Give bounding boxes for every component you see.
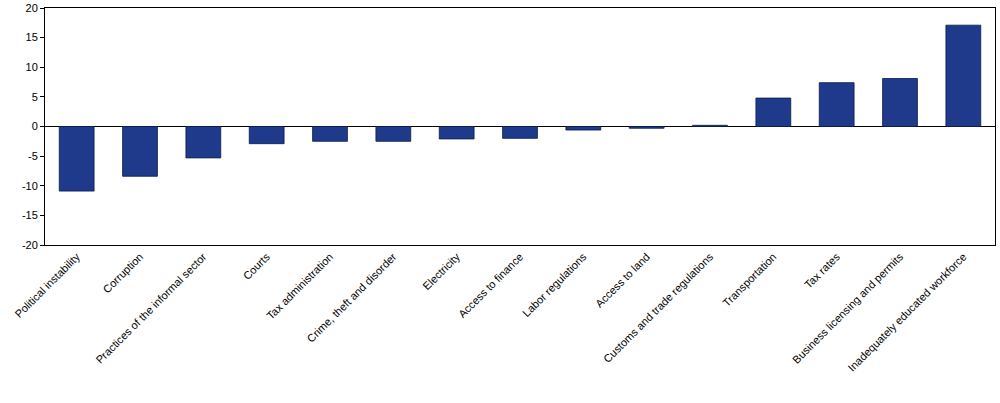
svg-text:Tax administration: Tax administration bbox=[264, 251, 335, 322]
svg-text:Inadequately educated workforc: Inadequately educated workforce bbox=[846, 251, 969, 374]
svg-text:-5: -5 bbox=[28, 150, 38, 162]
svg-text:Courts: Courts bbox=[241, 250, 273, 282]
svg-text:-20: -20 bbox=[22, 239, 38, 251]
svg-text:Business licensing and permits: Business licensing and permits bbox=[790, 250, 906, 366]
svg-text:5: 5 bbox=[32, 91, 38, 103]
svg-text:Practices of the informal sect: Practices of the informal sector bbox=[93, 250, 208, 365]
svg-text:0: 0 bbox=[32, 120, 38, 132]
svg-text:-15: -15 bbox=[22, 209, 38, 221]
svg-text:Electricity: Electricity bbox=[420, 250, 462, 292]
svg-text:Customs and trade regulations: Customs and trade regulations bbox=[601, 250, 716, 365]
svg-text:Labor regulations: Labor regulations bbox=[520, 250, 589, 319]
svg-text:Transportation: Transportation bbox=[720, 251, 778, 309]
svg-text:Tax rates: Tax rates bbox=[802, 250, 842, 290]
svg-text:Access to finance: Access to finance bbox=[456, 251, 525, 320]
svg-text:Access to land: Access to land bbox=[593, 251, 652, 310]
svg-text:10: 10 bbox=[26, 61, 38, 73]
svg-text:-10: -10 bbox=[22, 180, 38, 192]
svg-text:Corruption: Corruption bbox=[101, 251, 146, 296]
svg-text:Political instability: Political instability bbox=[13, 250, 83, 320]
svg-text:Crime, theft and disorder: Crime, theft and disorder bbox=[305, 250, 399, 344]
svg-text:15: 15 bbox=[26, 31, 38, 43]
svg-text:20: 20 bbox=[26, 2, 38, 14]
